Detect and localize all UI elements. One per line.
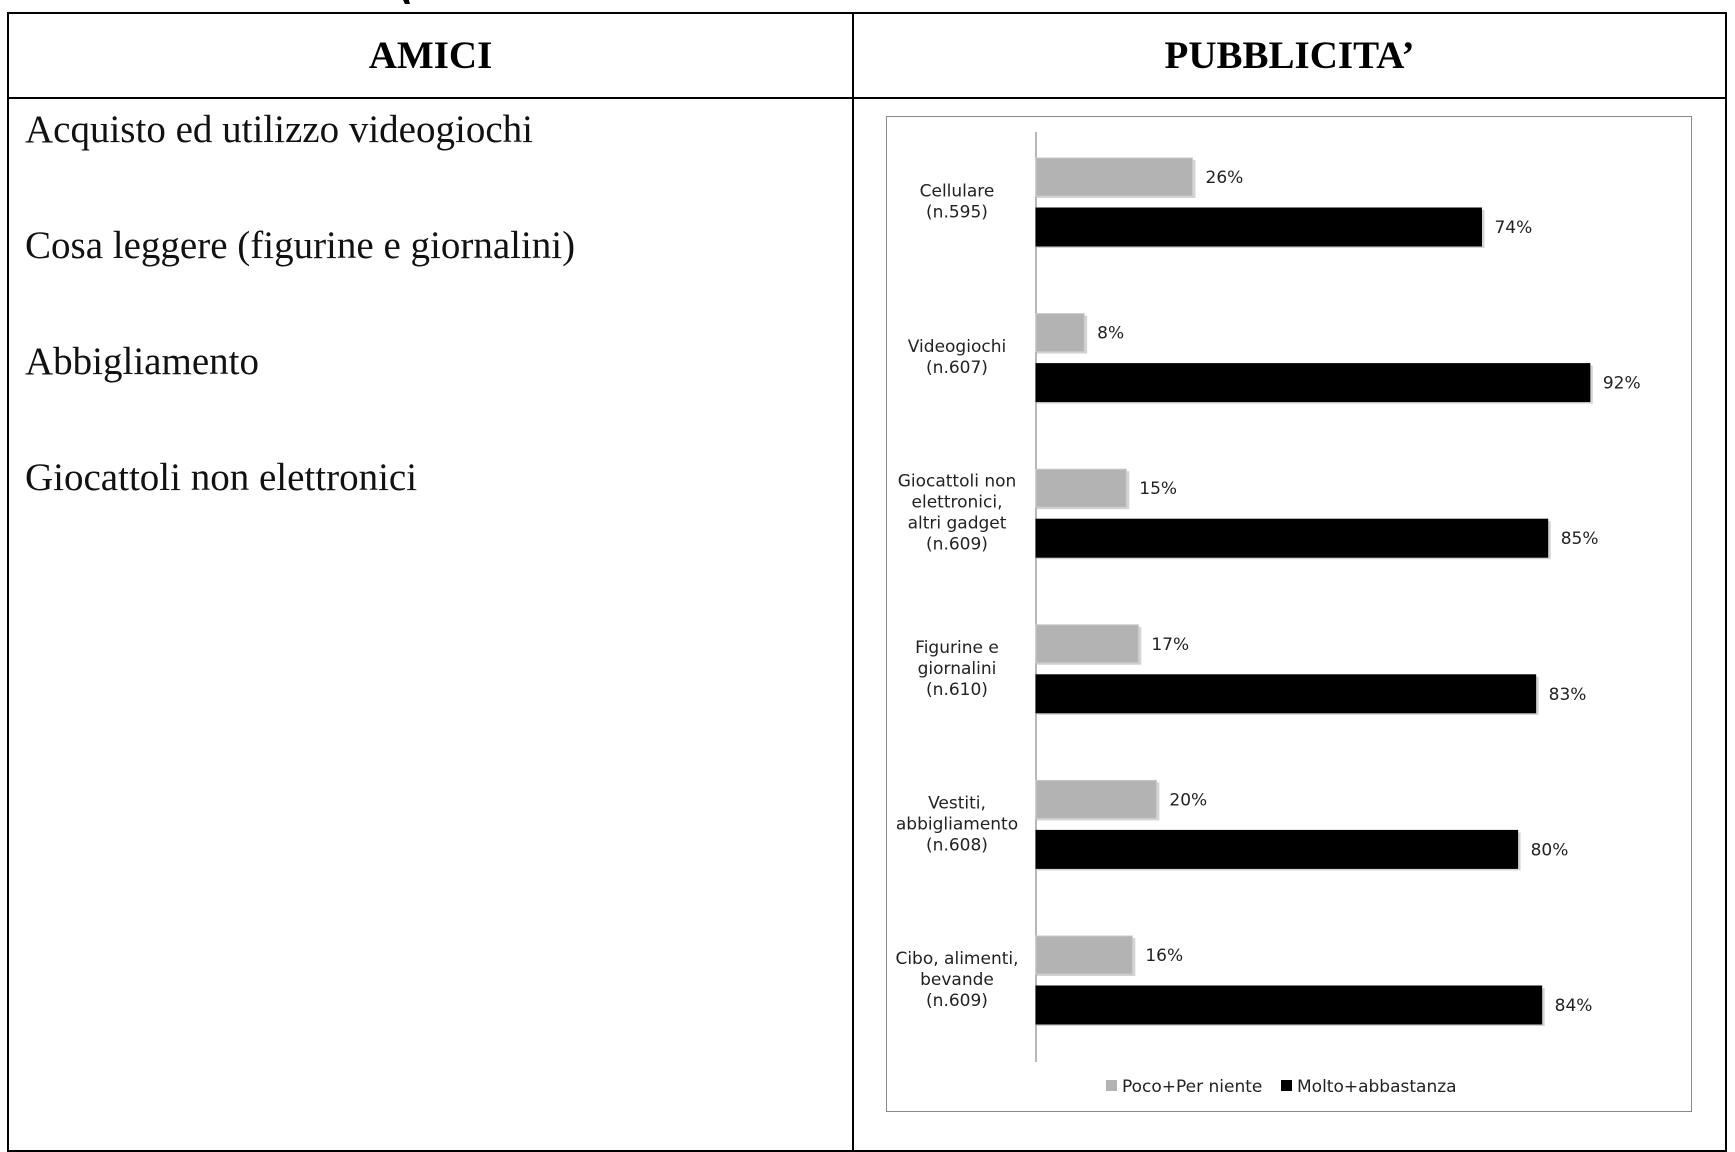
- legend-swatch: [1281, 1080, 1292, 1091]
- category-label: (n.607): [926, 358, 988, 378]
- bar-poco: [1035, 624, 1139, 664]
- category-label: altri gadget: [908, 514, 1007, 534]
- bar-molto: [1035, 207, 1482, 247]
- category-label: (n.610): [926, 680, 988, 700]
- bar-molto: [1035, 518, 1549, 558]
- amici-item: Acquisto ed utilizzo videogiochi: [25, 108, 533, 151]
- bar-chart: 26%74%Cellulare(n.595)8%92%Videogiochi(n…: [895, 132, 1641, 1097]
- data-label: 20%: [1169, 790, 1207, 810]
- data-label: 26%: [1206, 168, 1244, 188]
- data-label: 80%: [1531, 840, 1569, 860]
- data-label: 84%: [1555, 996, 1593, 1016]
- data-label: 92%: [1603, 374, 1641, 394]
- category-label: Cellulare: [920, 182, 995, 202]
- bar-poco: [1035, 468, 1127, 508]
- category-label: giornalini: [918, 659, 997, 679]
- data-label: 83%: [1549, 685, 1587, 705]
- header-pubblicita: PUBBLICITA’: [852, 12, 1727, 99]
- category-label: Giocattoli non: [898, 472, 1017, 492]
- amici-item: Cosa leggere (figurine e giornalini): [25, 224, 576, 267]
- bar-poco: [1035, 935, 1133, 975]
- category-label: Vestiti,: [928, 793, 986, 813]
- data-label: 16%: [1145, 946, 1183, 966]
- category-label: elettronici,: [912, 493, 1003, 513]
- page-title-fragment: (: [400, 0, 1700, 4]
- amici-cell: Acquisto ed utilizzo videogiochi Cosa le…: [7, 97, 854, 1152]
- legend-label: Poco+Per niente: [1122, 1077, 1262, 1097]
- category-label: (n.609): [926, 535, 988, 555]
- category-label: (n.609): [926, 991, 988, 1011]
- category-label: (n.608): [926, 835, 988, 855]
- bar-molto: [1035, 829, 1519, 869]
- data-label: 17%: [1151, 635, 1189, 655]
- bar-poco: [1035, 157, 1194, 197]
- amici-list: Acquisto ed utilizzo videogiochi Cosa le…: [9, 99, 852, 500]
- data-label: 85%: [1561, 529, 1599, 549]
- bar-poco: [1035, 779, 1157, 819]
- category-label: Figurine e: [915, 638, 999, 658]
- category-label: (n.595): [926, 203, 988, 223]
- legend-swatch: [1106, 1080, 1117, 1091]
- category-label: bevande: [920, 970, 994, 990]
- bar-molto: [1035, 985, 1543, 1025]
- amici-item: Abbigliamento: [25, 340, 259, 383]
- bar-molto: [1035, 674, 1537, 714]
- category-label: Cibo, alimenti,: [895, 949, 1018, 969]
- category-label: Videogiochi: [908, 337, 1006, 357]
- amici-item: Giocattoli non elettronici: [25, 456, 418, 499]
- data-label: 8%: [1097, 324, 1124, 344]
- header-amici: AMICI: [7, 12, 854, 99]
- category-label: abbigliamento: [896, 814, 1018, 834]
- data-label: 74%: [1494, 218, 1532, 238]
- bar-molto: [1035, 363, 1591, 403]
- chart-frame: 26% 74% Cellulare (n.595) 8% 92% Videogiochi (n…: [886, 116, 1692, 1112]
- bar-poco: [1035, 313, 1085, 353]
- legend-label: Molto+abbastanza: [1297, 1077, 1457, 1097]
- data-label: 15%: [1139, 479, 1177, 499]
